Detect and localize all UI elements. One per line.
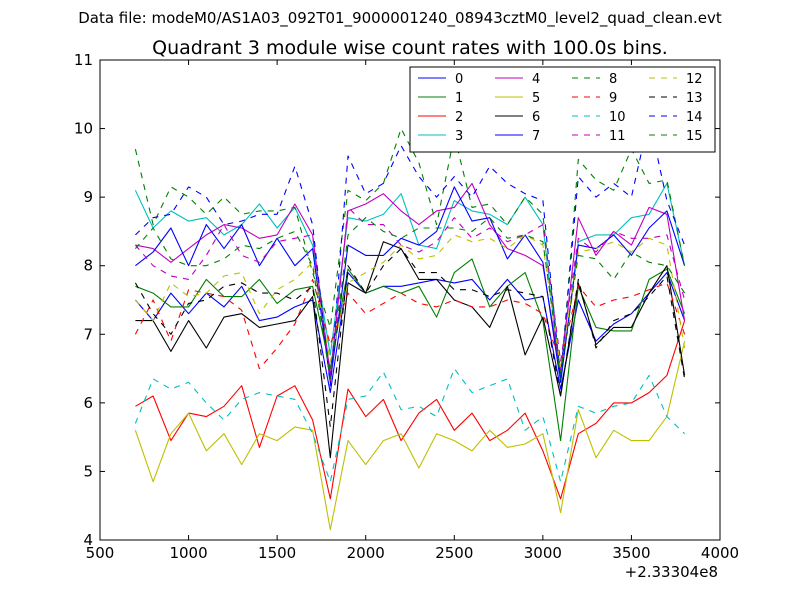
x-tick-label: 1500 xyxy=(258,544,296,562)
series-line-9 xyxy=(134,278,686,370)
plot-area: 500 1000 1500 2000 2500 3000 3500 4000456789101… xyxy=(74,51,739,562)
y-tick-label: 4 xyxy=(83,531,93,549)
series-line-14 xyxy=(135,117,686,387)
y-tick-label: 6 xyxy=(83,394,93,412)
x-tick-label: 2000 xyxy=(347,544,385,562)
series-line-10 xyxy=(134,368,685,483)
series-line-12 xyxy=(134,234,686,370)
series-line-1 xyxy=(135,258,686,442)
axes-frame xyxy=(99,59,721,541)
series-line-2 xyxy=(135,320,686,500)
x-tick-label: 4000 xyxy=(701,544,739,562)
legend-label-6: 6 xyxy=(532,110,540,125)
legend-box xyxy=(409,66,716,153)
legend-label-11: 11 xyxy=(609,129,626,144)
chart-title: Quadrant 3 module wise count rates with … xyxy=(152,37,668,59)
legend-label-15: 15 xyxy=(686,129,703,144)
series-line-4 xyxy=(135,182,686,376)
y-tick-label: 10 xyxy=(74,120,93,138)
legend-label-1: 1 xyxy=(455,91,463,106)
legend-label-4: 4 xyxy=(532,72,540,87)
x-tick-label: 3500 xyxy=(612,544,650,562)
legend-label-10: 10 xyxy=(609,110,626,125)
legend-label-8: 8 xyxy=(609,72,617,87)
figure-suptitle: Data file: modeM0/AS1A03_092T01_90000012… xyxy=(78,9,722,28)
y-tick-label: 7 xyxy=(83,325,93,343)
series-line-13 xyxy=(134,248,686,428)
y-tick-label: 9 xyxy=(83,188,93,206)
x-tick-label: 2500 xyxy=(435,544,473,562)
y-tick-label: 5 xyxy=(83,462,93,480)
legend-label-0: 0 xyxy=(455,72,463,87)
series-line-7 xyxy=(135,186,686,383)
series-line-6 xyxy=(135,241,686,459)
legend-label-2: 2 xyxy=(455,110,463,125)
legend-label-9: 9 xyxy=(609,91,617,106)
legend-label-5: 5 xyxy=(532,91,540,106)
x-tick-label: 500 xyxy=(86,544,115,562)
y-tick-label: 8 xyxy=(83,257,93,275)
series-line-11 xyxy=(134,206,686,383)
legend-label-13: 13 xyxy=(686,91,703,106)
y-tick-label: 11 xyxy=(74,51,93,69)
series-line-15 xyxy=(134,217,686,380)
series-line-3 xyxy=(134,182,686,383)
x-tick-label: 3000 xyxy=(524,544,562,562)
legend-label-12: 12 xyxy=(686,72,703,87)
legend-label-3: 3 xyxy=(455,129,463,144)
series-line-5 xyxy=(134,340,686,531)
x-offset-label: +2.33304e8 xyxy=(625,563,718,581)
x-tick-label: 1000 xyxy=(169,544,207,562)
legend-label-7: 7 xyxy=(532,129,540,144)
legend-label-14: 14 xyxy=(686,110,703,125)
